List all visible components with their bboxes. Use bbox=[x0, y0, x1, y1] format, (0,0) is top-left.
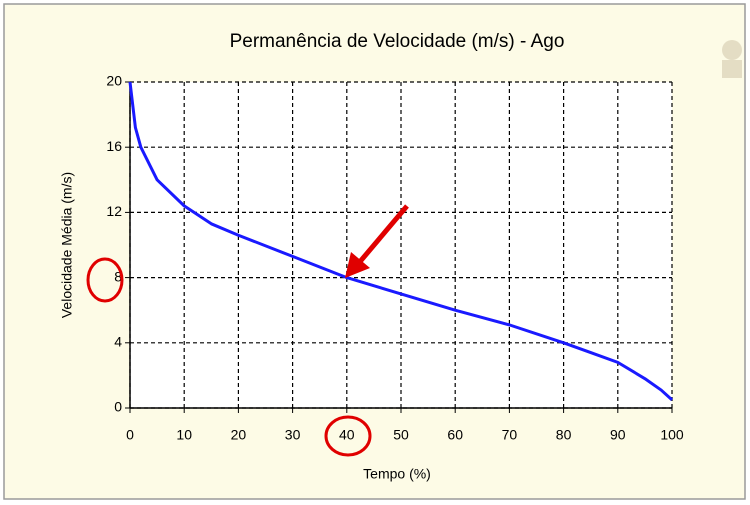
y-tick-label: 4 bbox=[114, 334, 122, 350]
x-axis-label: Tempo (%) bbox=[363, 466, 431, 482]
data-line bbox=[128, 81, 674, 401]
y-tick-label: 8 bbox=[114, 268, 122, 284]
x-tick-label: 100 bbox=[660, 427, 684, 443]
x-tick-label: 80 bbox=[556, 427, 572, 443]
y-tick-label: 0 bbox=[114, 399, 122, 415]
x-tick-label: 50 bbox=[393, 427, 409, 443]
y-tick-label: 20 bbox=[106, 73, 122, 89]
y-tick-label: 16 bbox=[106, 138, 122, 154]
x-tick-label: 90 bbox=[610, 427, 626, 443]
highlight-circle bbox=[86, 257, 124, 303]
arrow bbox=[345, 204, 409, 278]
x-tick-label: 20 bbox=[231, 427, 247, 443]
x-tick-label: 10 bbox=[176, 427, 192, 443]
x-tick-label: 0 bbox=[126, 427, 134, 443]
chart-title: Permanência de Velocidade (m/s) - Ago bbox=[230, 31, 565, 52]
x-tick-label: 30 bbox=[285, 427, 301, 443]
highlight-circle bbox=[324, 415, 372, 457]
x-tick-label: 60 bbox=[447, 427, 463, 443]
watermark-icon bbox=[722, 40, 742, 78]
x-tick-label: 70 bbox=[502, 427, 518, 443]
y-tick-label: 12 bbox=[106, 203, 122, 219]
y-axis-label: Velocidade Média (m/s) bbox=[59, 172, 75, 318]
x-tick-label: 40 bbox=[339, 427, 355, 443]
